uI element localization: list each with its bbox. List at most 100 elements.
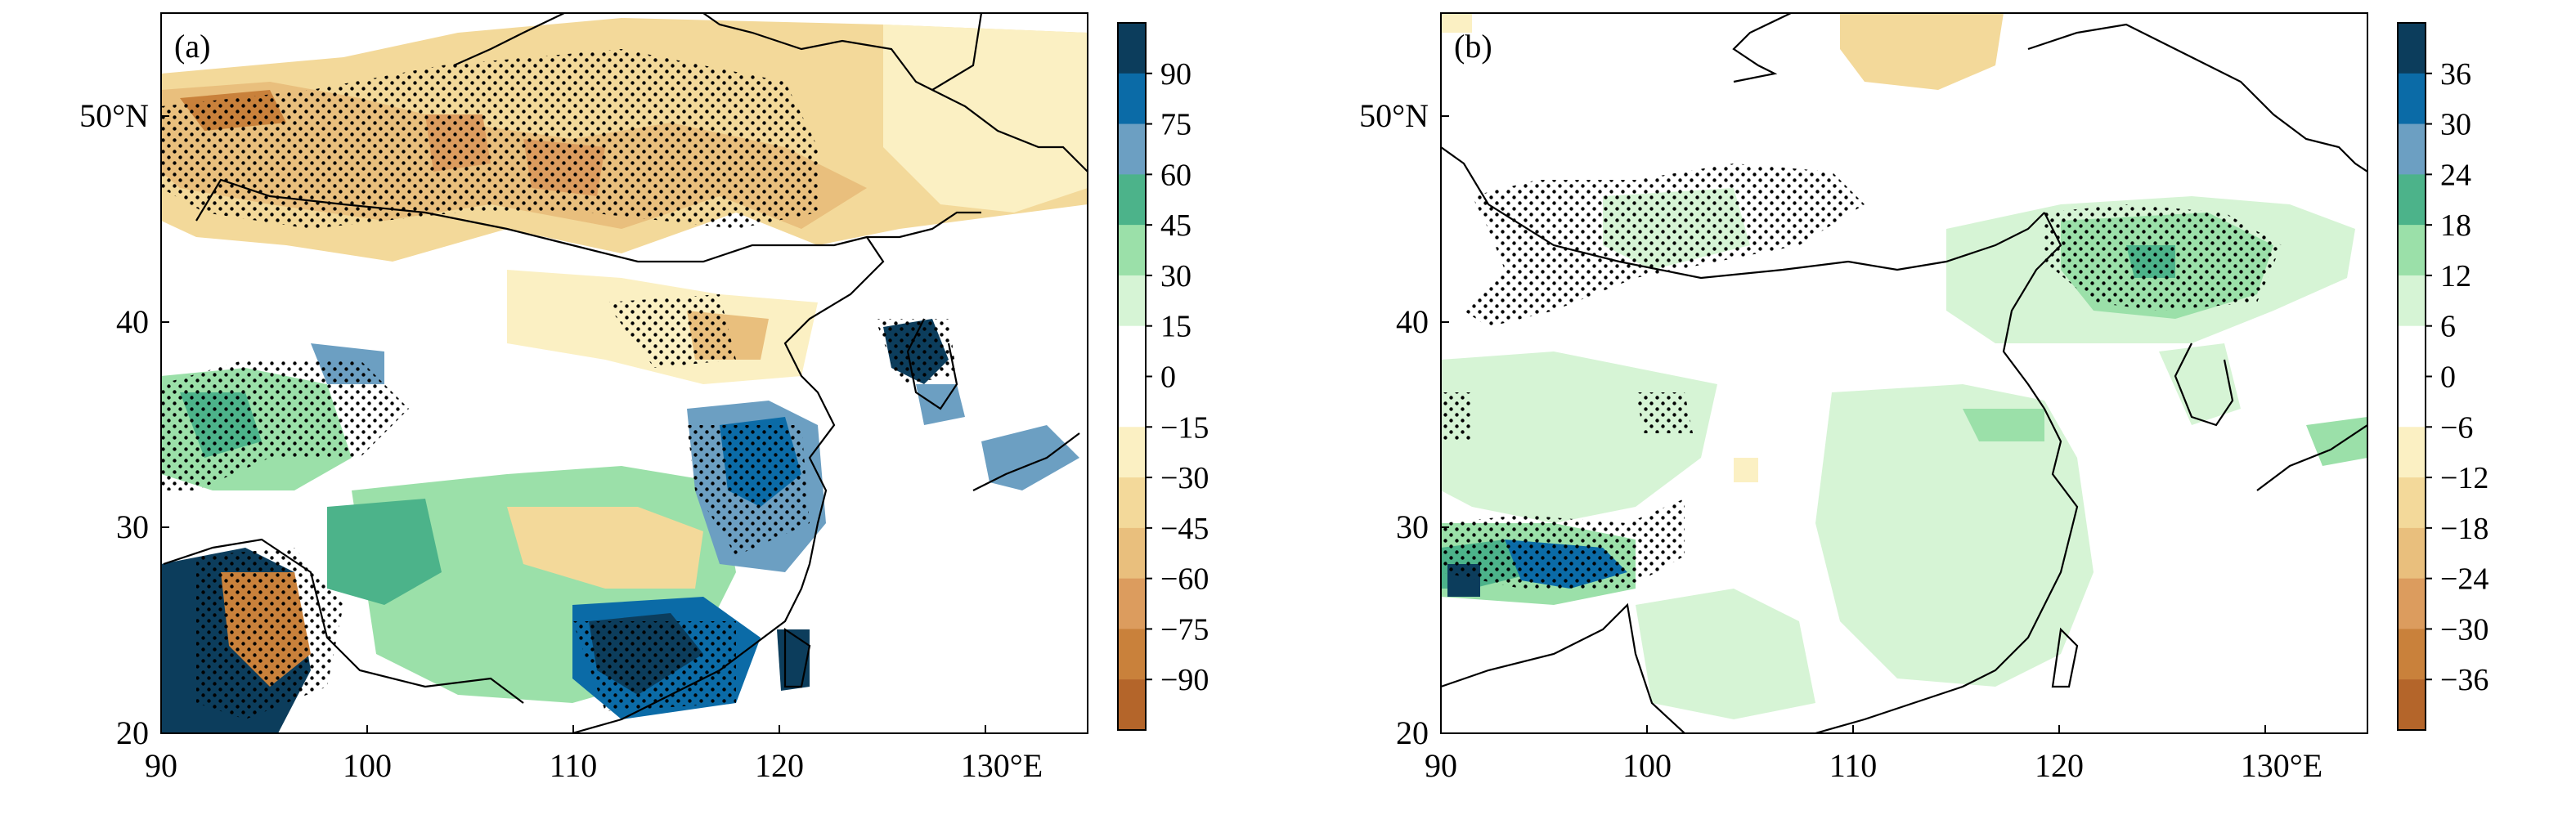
colorbar-tick-label: −12 <box>2440 461 2488 495</box>
colorbar-tick-label: 0 <box>2440 360 2456 395</box>
colorbar-segment <box>2398 174 2426 226</box>
stipple-korea <box>875 319 957 384</box>
x-tick-label: 130°E <box>2241 747 2322 784</box>
colorbar-segment <box>2398 325 2426 377</box>
wet-mid-b <box>1963 409 2044 441</box>
x-tick-label: 100 <box>343 747 392 784</box>
colorbar-segment <box>1118 527 1146 580</box>
colorbar-tick-label: −36 <box>2440 663 2488 697</box>
colorbar-segment <box>2398 427 2426 478</box>
y-tick-label: 40 <box>1396 303 1429 340</box>
colorbar-tick-label: −30 <box>1160 461 1209 495</box>
colorbar-segment <box>1118 325 1146 377</box>
x-tick-label: 90 <box>145 747 177 784</box>
colorbar-tick-label: 0 <box>1160 360 1176 395</box>
stipple-mid-b <box>1636 392 1693 433</box>
dry-south-central <box>507 507 703 589</box>
colorbar-tick-label: −24 <box>2440 562 2488 597</box>
stipple-west <box>161 360 409 490</box>
colorbar-tick-label: 36 <box>2440 57 2471 92</box>
panel-b-map <box>1441 13 2367 733</box>
dry-east-b <box>1734 458 1758 482</box>
x-tick-label: 100 <box>1622 747 1672 784</box>
colorbar-segment <box>2398 679 2426 731</box>
panel-a-map <box>161 13 1088 733</box>
colorbar-segment <box>2398 275 2426 327</box>
colorbar-tick-label: 60 <box>1160 158 1192 192</box>
stipple-south <box>196 548 343 719</box>
colorbar-tick-label: 12 <box>2440 259 2471 293</box>
panel-a-label: (a) <box>174 28 210 65</box>
colorbar-tick-label: 18 <box>2440 208 2471 243</box>
panel-b: (b) 90 100 110 120 130°E 20 30 40 50°N 3… <box>1359 12 2488 784</box>
colorbar-segment <box>1118 23 1146 74</box>
panel-a-borders <box>163 13 1088 733</box>
panel-b-borders <box>1441 13 2367 733</box>
x-tick-label: 110 <box>1829 747 1878 784</box>
x-tick-label: 120 <box>755 747 804 784</box>
x-tick-label: 120 <box>2035 747 2084 784</box>
colorbar-tick-label: −45 <box>1160 512 1209 546</box>
colorbar-segment <box>2398 527 2426 580</box>
colorbar-segment <box>2398 477 2426 529</box>
colorbar-segment <box>2398 123 2426 175</box>
colorbar-segment <box>1118 275 1146 327</box>
colorbar-segment <box>2398 376 2426 428</box>
colorbar-tick-label: 24 <box>2440 158 2471 192</box>
stipple-west-b <box>1441 392 1472 441</box>
y-tick-label: 50°N <box>1359 97 1429 134</box>
x-tick-label: 130°E <box>961 747 1043 784</box>
colorbar-segment <box>2398 578 2426 629</box>
y-tick-label: 50°N <box>79 97 149 134</box>
x-tick-label: 90 <box>1425 747 1457 784</box>
colorbar-segment <box>1118 73 1146 125</box>
colorbar-segment <box>1118 679 1146 731</box>
panel-a-x-axis: 90 100 110 120 130°E <box>145 725 1043 784</box>
wet-southwest-2 <box>327 499 442 605</box>
panel-b-colorbar: 36 30 24 18 12 6 0 −6 −12 −18 −24 −30 −36 <box>2397 22 2488 731</box>
colorbar-tick-label: −75 <box>1160 612 1209 647</box>
stipple-tibet-b <box>1441 499 1685 589</box>
x-tick-label: 110 <box>550 747 598 784</box>
wet-korea-2 <box>916 384 965 425</box>
colorbar-segment <box>1118 123 1146 175</box>
colorbar-segment <box>1118 427 1146 478</box>
colorbar-segment <box>2398 23 2426 74</box>
colorbar-tick-label: −15 <box>1160 410 1209 445</box>
y-tick-label: 30 <box>1396 508 1429 545</box>
colorbar-tick-label: 45 <box>1160 208 1192 243</box>
colorbar-tick-label: 90 <box>1160 57 1192 92</box>
panel-a-y-axis: 20 30 40 50°N <box>79 97 169 751</box>
colorbar-segment <box>2398 225 2426 276</box>
wet-central-b <box>1815 384 2094 687</box>
colorbar-tick-label: 30 <box>1160 259 1192 293</box>
colorbar-tick-label: −90 <box>1160 663 1209 697</box>
colorbar-segment <box>2398 629 2426 680</box>
panel-a-frame <box>160 12 1088 734</box>
stipple-southeast <box>572 621 736 711</box>
colorbar-segment <box>1118 629 1146 680</box>
colorbar-tick-label: −30 <box>2440 612 2488 647</box>
colorbar-segment <box>1118 376 1146 428</box>
panel-b-frame <box>1440 12 2368 734</box>
colorbar-segment <box>1118 225 1146 276</box>
panel-a-colorbar: 90 75 60 45 30 15 0 −15 −30 −45 −60 −75 −90 <box>1117 22 1209 731</box>
wet-taiwan <box>777 629 810 691</box>
colorbar-segment <box>2398 73 2426 125</box>
colorbar-tick-label: 15 <box>1160 310 1192 344</box>
panel-b-x-axis: 90 100 110 120 130°E <box>1425 725 2322 784</box>
dry-region-northeast <box>883 25 1088 213</box>
stipple-north <box>161 49 818 229</box>
wet-south-b <box>1636 589 1815 719</box>
panel-b-label: (b) <box>1454 28 1492 65</box>
stipple-central <box>605 294 736 368</box>
y-tick-label: 20 <box>1396 714 1429 751</box>
wet-korea-b <box>2159 343 2241 425</box>
dry-top-b-2 <box>1441 13 1472 33</box>
colorbar-tick-label: 75 <box>1160 108 1192 142</box>
y-tick-label: 20 <box>116 714 149 751</box>
colorbar-segment <box>1118 578 1146 629</box>
colorbar-tick-label: 6 <box>2440 310 2456 344</box>
stipple-northeast-b <box>2044 204 2282 311</box>
